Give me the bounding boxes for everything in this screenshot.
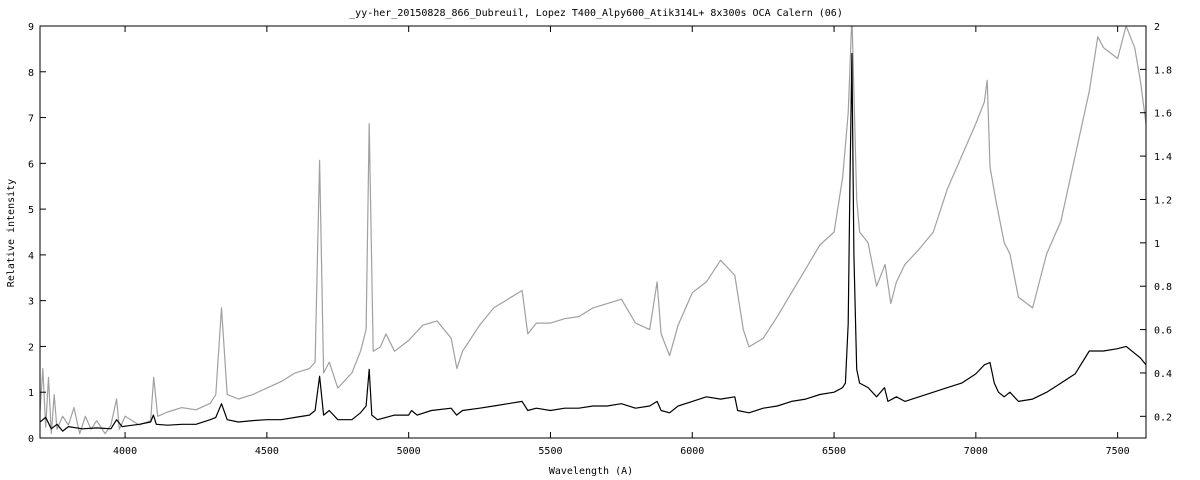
y-tick-label: 8 <box>28 68 34 79</box>
y2-tick-label: 1 <box>1154 239 1160 250</box>
y-tick-label: 5 <box>28 205 34 216</box>
series-line-black <box>40 52 1146 432</box>
y2-tick-label: 0.4 <box>1154 369 1172 380</box>
y2-tick-label: 2 <box>1154 22 1160 33</box>
x-tick-label: 7000 <box>964 446 988 457</box>
y-axis-label: Relative intensity <box>6 179 17 287</box>
y-axis-left: 0 1 2 3 4 5 6 7 8 9 <box>28 22 46 445</box>
x-tick-label: 7500 <box>1106 446 1130 457</box>
y-tick-label: 9 <box>28 22 34 33</box>
chart-title: _yy-her_20150828_866_Dubreuil, Lopez T40… <box>349 8 843 19</box>
plot-frame <box>39 25 1147 439</box>
y-axis-right: 0.2 0.4 0.6 0.8 1 1.2 1.4 1.6 1.8 2 <box>1140 22 1172 423</box>
y2-tick-label: 0.2 <box>1154 412 1172 423</box>
y2-tick-label: 1.2 <box>1154 195 1172 206</box>
x-tick-label: 6500 <box>822 446 846 457</box>
y-tick-label: 2 <box>28 342 34 353</box>
x-axis: 4000 4500 5000 5500 6000 6500 7000 7500 <box>113 26 1130 457</box>
y-tick-label: 1 <box>28 388 34 399</box>
y-tick-label: 3 <box>28 297 34 308</box>
y2-tick-label: 1.8 <box>1154 65 1172 76</box>
x-tick-label: 5500 <box>538 446 562 457</box>
y2-tick-label: 1.4 <box>1154 152 1172 163</box>
series-line-gray <box>40 26 1146 435</box>
y2-tick-label: 0.6 <box>1154 326 1172 337</box>
y2-tick-label: 1.6 <box>1154 109 1172 120</box>
x-tick-label: 4500 <box>255 446 279 457</box>
y-tick-label: 4 <box>28 251 34 262</box>
y-tick-label: 6 <box>28 159 34 170</box>
y2-tick-label: 0.8 <box>1154 282 1172 293</box>
y-tick-label: 0 <box>28 434 34 445</box>
series-layer <box>40 26 1146 435</box>
x-axis-label: Wavelength (A) <box>549 466 633 477</box>
y-tick-label: 7 <box>28 114 34 125</box>
x-tick-label: 5000 <box>397 446 421 457</box>
x-tick-label: 4000 <box>113 446 137 457</box>
x-tick-label: 6000 <box>680 446 704 457</box>
